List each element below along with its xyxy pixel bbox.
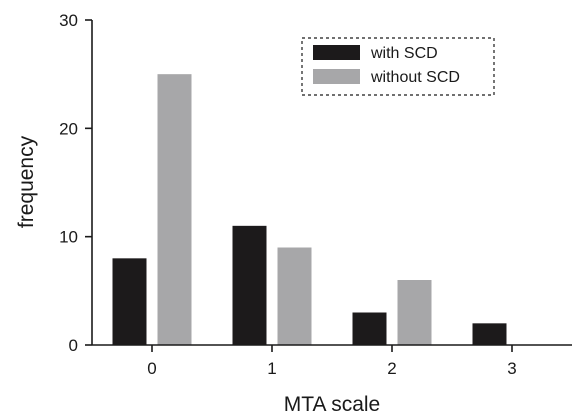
legend-border bbox=[301, 37, 495, 96]
x-tick-label: 2 bbox=[387, 359, 396, 378]
x-tick-label: 0 bbox=[147, 359, 156, 378]
x-axis-title: MTA scale bbox=[284, 393, 380, 416]
bar-without-scd-2 bbox=[397, 280, 432, 345]
bar-without-scd-1 bbox=[277, 247, 312, 345]
axes-group bbox=[91, 20, 572, 346]
legend-label-without-scd: without SCD bbox=[370, 69, 460, 86]
y-ticks-group: 0 10 20 30 bbox=[59, 11, 92, 355]
x-tick-label: 1 bbox=[267, 359, 276, 378]
y-tick-label: 30 bbox=[59, 11, 78, 30]
x-ticks-group: 0 1 2 3 bbox=[147, 345, 517, 378]
bar-with-scd-3 bbox=[472, 323, 507, 345]
bar-without-scd-0 bbox=[157, 74, 192, 346]
legend: with SCD without SCD bbox=[301, 37, 495, 96]
y-tick-label: 0 bbox=[69, 336, 78, 355]
legend-swatch-with-scd bbox=[313, 45, 360, 60]
legend-label-with-scd: with SCD bbox=[370, 45, 438, 62]
bars-group bbox=[112, 74, 507, 346]
bar-with-scd-0 bbox=[112, 258, 147, 345]
legend-swatch-without-scd bbox=[313, 69, 360, 84]
bar-with-scd-2 bbox=[352, 312, 387, 345]
y-axis-title: frequency bbox=[15, 135, 38, 228]
x-tick-label: 3 bbox=[507, 359, 516, 378]
y-tick-label: 20 bbox=[59, 119, 78, 138]
bar-with-scd-1 bbox=[232, 225, 267, 345]
y-tick-label: 10 bbox=[59, 228, 78, 247]
